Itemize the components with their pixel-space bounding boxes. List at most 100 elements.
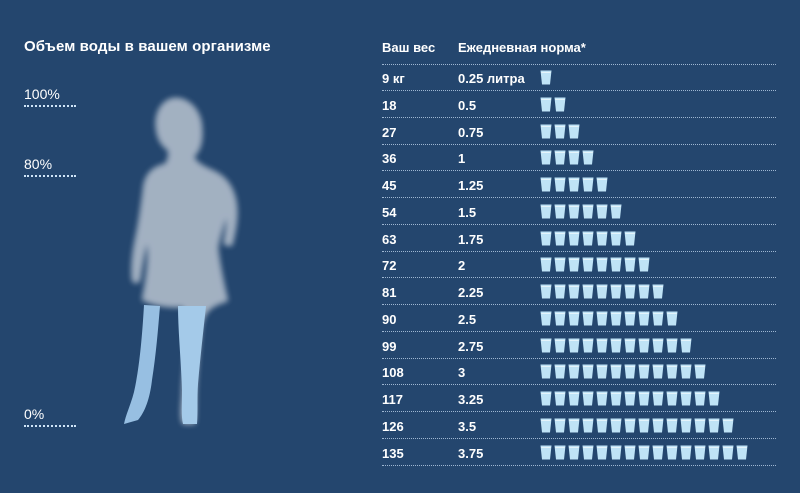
table-row: 27 0.75	[382, 119, 776, 145]
water-glass-icon	[624, 418, 636, 433]
water-glass-icon	[610, 284, 622, 299]
row-norm: 0.25 литра	[458, 71, 525, 86]
row-weight: 45	[382, 178, 397, 193]
row-cups	[540, 338, 692, 353]
row-divider	[382, 90, 776, 91]
water-glass-icon	[624, 257, 636, 272]
water-glass-icon	[610, 445, 622, 459]
water-glass-icon	[722, 418, 734, 433]
water-glass-icon	[610, 391, 622, 406]
row-cups	[540, 97, 566, 112]
table-row: 126 3.5	[382, 413, 776, 439]
water-glass-icon	[666, 418, 678, 433]
row-weight: 9 кг	[382, 71, 405, 86]
row-weight: 90	[382, 311, 397, 327]
row-cups	[540, 445, 748, 460]
water-glass-icon	[540, 97, 552, 112]
table-row: 108 3	[382, 359, 776, 386]
water-glass-icon	[568, 231, 580, 245]
water-glass-icon	[568, 124, 580, 138]
row-divider	[382, 357, 776, 359]
row-norm: 3.75	[458, 445, 484, 461]
row-norm: 2.75	[458, 338, 484, 354]
table-row: 72 2	[382, 252, 776, 279]
water-glass-icon	[554, 418, 566, 433]
row-divider	[382, 143, 776, 145]
water-glass-icon	[568, 204, 580, 219]
row-norm: 3.25	[458, 392, 484, 407]
level-80-dots	[24, 175, 76, 177]
water-glass-icon	[568, 338, 580, 352]
water-glass-icon	[610, 418, 622, 433]
water-glass-icon	[610, 231, 622, 245]
row-norm: 1.5	[458, 204, 477, 220]
row-norm: 2	[458, 258, 466, 274]
water-glass-icon	[652, 418, 664, 433]
water-glass-icon	[652, 338, 664, 352]
table-row: 117 3.25	[382, 386, 776, 412]
water-glass-icon	[624, 364, 636, 379]
water-glass-icon	[680, 391, 692, 406]
water-glass-icon	[554, 150, 566, 165]
table-row: 90 2.5	[382, 306, 776, 332]
row-weight: 72	[382, 258, 397, 274]
water-glass-icon	[638, 284, 650, 299]
row-divider	[382, 464, 776, 466]
water-glass-icon	[624, 231, 636, 245]
row-norm: 3	[458, 365, 466, 381]
water-glass-icon	[540, 124, 552, 138]
row-cups	[540, 150, 594, 165]
table-row: 63 1.75	[382, 226, 776, 252]
row-cups	[540, 284, 664, 299]
water-glass-icon	[638, 311, 650, 326]
water-glass-icon	[554, 391, 566, 406]
water-glass-icon	[666, 311, 678, 326]
water-glass-icon	[596, 177, 608, 192]
water-glass-icon	[568, 177, 580, 192]
row-norm: 2.5	[458, 311, 477, 327]
water-glass-icon	[554, 364, 566, 379]
water-glass-icon	[596, 284, 608, 299]
water-glass-icon	[624, 391, 636, 406]
table-row: 36 1	[382, 145, 776, 172]
row-norm: 2.25	[458, 285, 484, 300]
row-divider	[382, 411, 776, 412]
water-glass-icon	[554, 445, 566, 459]
water-glass-icon	[652, 364, 664, 379]
water-glass-icon	[596, 257, 608, 272]
water-glass-icon	[540, 204, 552, 219]
row-cups	[540, 231, 636, 246]
water-glass-icon	[554, 177, 566, 192]
row-norm: 3.5	[458, 418, 477, 434]
water-glass-icon	[540, 257, 552, 272]
row-divider	[382, 250, 776, 252]
table-row: 18 0.5	[382, 92, 776, 118]
water-glass-icon	[708, 391, 720, 406]
row-weight: 18	[382, 97, 397, 113]
water-glass-icon	[540, 231, 552, 245]
left-title: Объем воды в вашем организме	[24, 38, 271, 55]
water-glass-icon	[708, 418, 720, 433]
water-glass-icon	[596, 391, 608, 406]
level-100: 100%	[24, 86, 76, 107]
water-glass-icon	[540, 418, 552, 433]
water-glass-icon	[666, 445, 678, 459]
water-glass-icon	[540, 284, 552, 299]
row-divider	[382, 330, 776, 332]
row-weight: 135	[382, 445, 404, 461]
water-glass-icon	[666, 364, 678, 379]
row-divider	[382, 223, 776, 225]
water-glass-icon	[638, 391, 650, 406]
row-divider	[382, 197, 776, 198]
water-glass-icon	[652, 284, 664, 299]
water-glass-icon	[540, 391, 552, 406]
water-glass-icon	[610, 257, 622, 272]
water-glass-icon	[666, 391, 678, 406]
row-divider	[382, 116, 776, 118]
table-row: 81 2.25	[382, 279, 776, 305]
row-cups	[540, 364, 706, 379]
row-divider	[382, 277, 776, 279]
col-weight-header: Ваш вес	[382, 40, 436, 55]
table-row: 54 1.5	[382, 199, 776, 225]
water-glass-icon	[680, 418, 692, 433]
